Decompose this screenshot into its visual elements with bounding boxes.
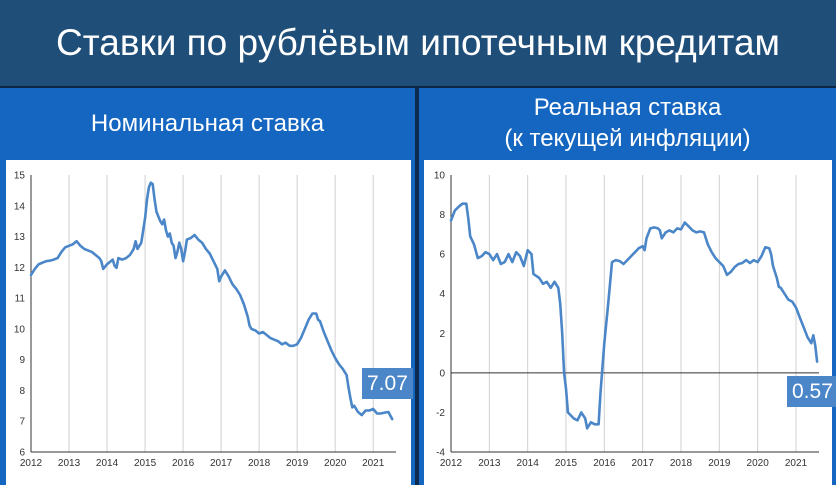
- y-tick-label: 13: [14, 232, 26, 243]
- x-tick-label: 2020: [324, 458, 347, 469]
- y-tick-label: -4: [436, 448, 445, 459]
- x-tick-label: 2020: [747, 458, 770, 469]
- y-tick-label: 6: [19, 448, 25, 459]
- x-tick-label: 2016: [172, 458, 195, 469]
- x-tick-label: 2016: [593, 458, 616, 469]
- y-tick-label: 14: [14, 201, 26, 212]
- x-tick-label: 2015: [555, 458, 578, 469]
- real-rate-chart: 2012 2013 2014 2015 2016 2017 2018 2019 2020 2021…: [434, 171, 819, 469]
- panel-title-line: Номинальная ставка: [90, 109, 325, 137]
- chart-container: 2012 2013 2014 2015 2016 2017 2018 2019 2020 2021…: [6, 160, 413, 485]
- page-title: Ставки по рублёвым ипотечным кредитам: [56, 22, 780, 63]
- x-tick-label: 2017: [632, 458, 655, 469]
- x-tick-label: 2019: [286, 458, 309, 469]
- x-tick-label: 2015: [134, 458, 157, 469]
- x-tick-label: 2018: [670, 458, 693, 469]
- x-tick-label: 2013: [478, 458, 501, 469]
- y-tick-label: 7: [19, 417, 25, 428]
- y-tick-label: 8: [19, 386, 25, 397]
- x-tick-label: 2013: [58, 458, 81, 469]
- y-tick-label: 12: [14, 263, 26, 274]
- panel-nominal: Номинальная ставка 2012 2013 2014 2015 2016 2…: [0, 88, 415, 485]
- panel-real: Реальная ставка (к текущей инфляции) 201…: [419, 88, 836, 485]
- y-tick-label: 15: [14, 171, 26, 182]
- panel-title-line: Реальная ставка: [533, 94, 722, 121]
- panel-title: Номинальная ставка: [0, 88, 415, 158]
- x-tick-label: 2012: [440, 458, 463, 469]
- x-tick-label: 2012: [20, 458, 43, 469]
- y-tick-label: 6: [439, 250, 445, 261]
- last-value-callout: 0.57: [787, 376, 836, 407]
- y-tick-label: 10: [434, 171, 446, 182]
- y-tick-label: 10: [14, 324, 26, 335]
- panel-title-line: (к текущей инфляции): [504, 125, 751, 152]
- x-tick-label: 2019: [708, 458, 731, 469]
- y-tick-label: 11: [15, 294, 26, 305]
- nominal-rate-chart: 2012 2013 2014 2015 2016 2017 2018 2019 2020 2021…: [14, 171, 396, 469]
- x-tick-label: 2021: [785, 458, 808, 469]
- x-tick-label: 2018: [248, 458, 271, 469]
- series-line: [449, 202, 819, 430]
- y-tick-label: 2: [439, 329, 445, 340]
- y-tick-label: 9: [19, 355, 25, 366]
- chart-container: 2012 2013 2014 2015 2016 2017 2018 2019 2020 2021…: [424, 160, 836, 485]
- y-tick-label: -2: [436, 408, 445, 419]
- title-bar: Ставки по рублёвым ипотечным кредитам: [0, 0, 836, 88]
- x-tick-label: 2014: [96, 458, 119, 469]
- x-tick-label: 2021: [362, 458, 385, 469]
- y-tick-label: 8: [439, 210, 445, 221]
- series-line: [29, 181, 394, 421]
- y-tick-label: 4: [439, 289, 445, 300]
- y-tick-label: 0: [439, 368, 445, 379]
- panel-title: Реальная ставка (к текущей инфляции): [419, 88, 836, 158]
- last-value-callout: 7.07: [362, 368, 413, 399]
- x-tick-label: 2014: [517, 458, 540, 469]
- x-tick-label: 2017: [210, 458, 233, 469]
